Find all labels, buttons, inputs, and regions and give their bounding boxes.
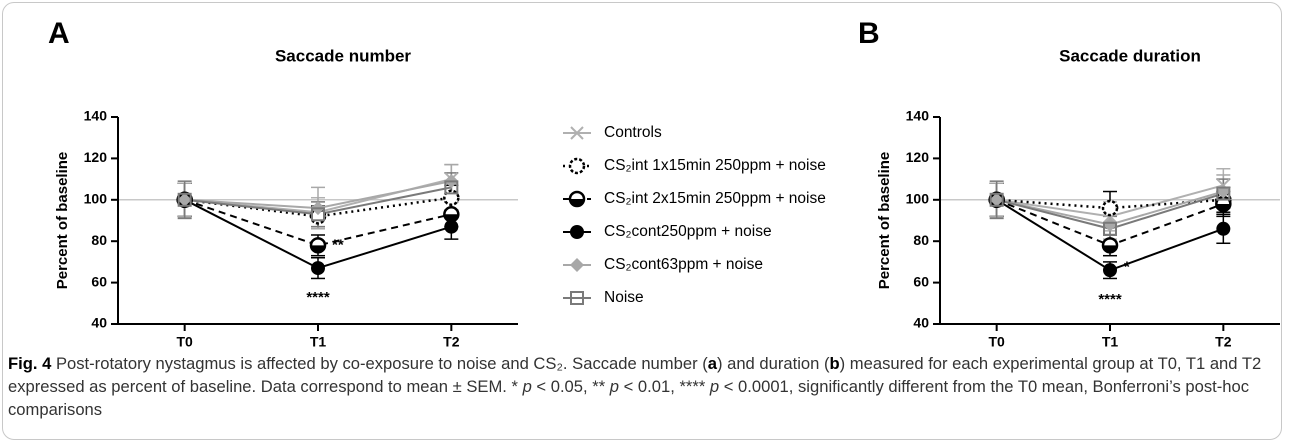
y-tick-label: 100: [84, 191, 108, 207]
legend-label: CS₂int 1x15min 250ppm + noise: [604, 157, 826, 174]
marker: [570, 291, 584, 305]
significance: *: [1124, 258, 1130, 275]
series-line: [996, 198, 1224, 210]
marker: [1101, 237, 1119, 254]
caption-text: ) measured for each experimental group a…: [8, 354, 1262, 396]
y-axis-label: Percent of baseline: [876, 152, 893, 290]
caption-text: p: [709, 377, 720, 396]
marker: [1101, 199, 1119, 217]
caption: Fig. 4 Post-rotatory nystagmus is affect…: [8, 352, 1268, 421]
marker-half: [444, 214, 459, 222]
y-tick-label: 120: [84, 149, 108, 165]
marker: [989, 192, 1004, 207]
figure-frame: [2, 2, 1282, 440]
caption-text: ) and duration (: [716, 354, 830, 373]
caption-text: b: [829, 354, 840, 373]
marker: [443, 206, 460, 223]
y-tick-label: 140: [906, 108, 930, 124]
marker: [1103, 217, 1117, 232]
caption-text: Post-rotatory nystagmus is affected by c…: [51, 354, 708, 373]
marker: [309, 237, 327, 254]
panel-label: B: [858, 17, 880, 50]
y-tick-label: 80: [913, 232, 929, 248]
significance: **: [332, 236, 344, 253]
legend-label: Noise: [604, 289, 644, 306]
x-tick-label: T2: [1215, 334, 1232, 350]
marker: [177, 192, 192, 207]
y-tick-label: 100: [906, 191, 930, 207]
caption-text: p: [609, 377, 620, 396]
marker: [311, 207, 325, 222]
y-tick-label: 80: [91, 232, 107, 248]
x-tick-label: T1: [1102, 334, 1119, 350]
caption-text: < 0.05, **: [531, 377, 610, 396]
marker-half: [1103, 245, 1117, 253]
legend-label: Controls: [604, 124, 662, 141]
x-tick-label: T1: [310, 334, 327, 350]
marker: [311, 261, 325, 276]
legend-label: CS₂cont250ppm + noise: [604, 223, 772, 240]
x-tick-label: T0: [176, 334, 193, 350]
marker: [570, 126, 584, 140]
figure: A Saccade number Percent of baseline 40 60 80…: [48, 17, 1280, 350]
marker-stroke: [570, 126, 584, 140]
legend-label: CS₂int 2x15min 250ppm + noise: [604, 190, 826, 207]
marker: [568, 190, 586, 208]
caption-text: Fig. 4: [8, 354, 52, 373]
marker: [568, 157, 586, 175]
y-tick-label: 140: [84, 108, 108, 124]
caption-text: < 0.01, ****: [619, 377, 710, 396]
chart-title: Saccade number: [275, 46, 411, 65]
panel-label: A: [48, 17, 70, 50]
marker: [1103, 263, 1117, 278]
marker: [570, 258, 584, 272]
caption-text: p: [522, 377, 532, 396]
chart-title: Saccade duration: [1059, 46, 1201, 65]
series-line: [184, 198, 452, 247]
marker-half: [570, 199, 584, 206]
marker: [1103, 221, 1117, 236]
marker: [1216, 221, 1231, 236]
caption-text: a: [707, 354, 717, 373]
significance: ****: [1098, 291, 1122, 308]
caption-text: < 0.0001, significantly different from t…: [8, 377, 1250, 419]
y-axis-label: Percent of baseline: [54, 152, 71, 290]
marker-half: [311, 245, 325, 253]
x-tick-label: T0: [988, 334, 1005, 350]
legend-label: CS₂cont63ppm + noise: [604, 256, 763, 273]
marker: [444, 180, 459, 195]
significance: ****: [306, 289, 330, 306]
marker: [177, 192, 192, 207]
y-tick-label: 120: [906, 149, 930, 165]
marker: [570, 225, 584, 239]
y-tick-label: 60: [913, 273, 929, 289]
x-tick-label: T2: [443, 334, 460, 350]
marker: [1216, 186, 1231, 201]
marker: [989, 192, 1004, 207]
y-tick-label: 40: [91, 315, 107, 331]
marker: [444, 219, 459, 234]
y-tick-label: 40: [913, 315, 929, 331]
marker-half: [1216, 203, 1231, 211]
y-tick-label: 60: [91, 273, 107, 289]
